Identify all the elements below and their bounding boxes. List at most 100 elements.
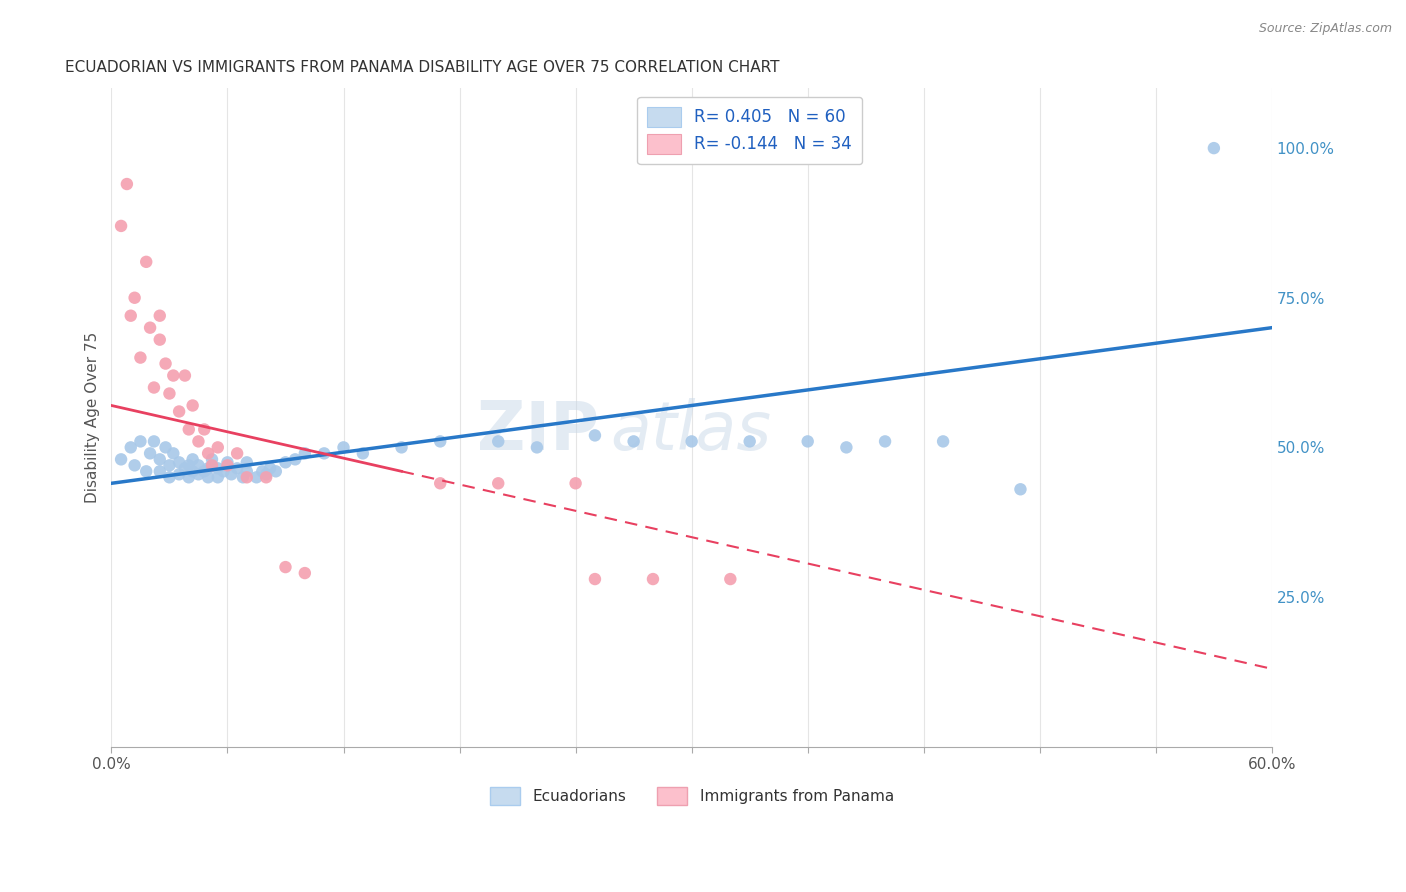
Point — [274, 455, 297, 469]
Point — [193, 464, 215, 478]
Point — [201, 452, 224, 467]
Point — [207, 461, 229, 475]
Point — [115, 177, 138, 191]
Text: ZIP: ZIP — [477, 398, 599, 464]
Point — [159, 386, 181, 401]
Point — [201, 458, 224, 473]
Point — [391, 441, 413, 455]
Point — [177, 458, 200, 473]
Point — [155, 441, 177, 455]
Point — [486, 476, 509, 491]
Point — [796, 434, 818, 449]
Point — [207, 441, 229, 455]
Point — [177, 422, 200, 436]
Point — [217, 458, 239, 473]
Point — [1202, 141, 1225, 155]
Point — [167, 404, 190, 418]
Text: ECUADORIAN VS IMMIGRANTS FROM PANAMA DISABILITY AGE OVER 75 CORRELATION CHART: ECUADORIAN VS IMMIGRANTS FROM PANAMA DIS… — [65, 60, 779, 75]
Point — [181, 452, 204, 467]
Point — [120, 309, 142, 323]
Point — [129, 434, 152, 449]
Point — [162, 446, 184, 460]
Point — [139, 320, 162, 334]
Point — [564, 476, 586, 491]
Point — [332, 441, 354, 455]
Point — [641, 572, 664, 586]
Point — [526, 441, 548, 455]
Point — [135, 255, 157, 269]
Point — [120, 441, 142, 455]
Point — [314, 446, 336, 460]
Text: Source: ZipAtlas.com: Source: ZipAtlas.com — [1258, 22, 1392, 36]
Point — [226, 461, 249, 475]
Point — [110, 452, 132, 467]
Point — [429, 434, 451, 449]
Point — [129, 351, 152, 365]
Point — [174, 368, 197, 383]
Point — [162, 368, 184, 383]
Point — [352, 446, 374, 460]
Point — [181, 399, 204, 413]
Point — [274, 560, 297, 574]
Point — [167, 455, 190, 469]
Point — [143, 434, 166, 449]
Point — [236, 464, 259, 478]
Point — [294, 446, 316, 460]
Point — [177, 470, 200, 484]
Point — [159, 458, 181, 473]
Point — [124, 458, 146, 473]
Point — [167, 467, 190, 482]
Point — [1010, 483, 1032, 497]
Point — [187, 434, 209, 449]
Point — [486, 434, 509, 449]
Point — [623, 434, 645, 449]
Point — [197, 461, 219, 475]
Point — [187, 467, 209, 482]
Point — [155, 357, 177, 371]
Point — [217, 455, 239, 469]
Point — [149, 309, 172, 323]
Point — [174, 461, 197, 475]
Point — [149, 452, 172, 467]
Point — [873, 434, 896, 449]
Point — [212, 464, 235, 478]
Point — [221, 467, 243, 482]
Point — [110, 219, 132, 233]
Point — [583, 572, 606, 586]
Point — [718, 572, 741, 586]
Point — [236, 455, 259, 469]
Point — [197, 470, 219, 484]
Point — [284, 452, 307, 467]
Point — [124, 291, 146, 305]
Point — [187, 458, 209, 473]
Point — [932, 434, 955, 449]
Point — [583, 428, 606, 442]
Y-axis label: Disability Age Over 75: Disability Age Over 75 — [86, 332, 100, 503]
Point — [207, 470, 229, 484]
Point — [159, 470, 181, 484]
Point — [226, 446, 249, 460]
Point — [252, 464, 274, 478]
Point — [135, 464, 157, 478]
Point — [193, 422, 215, 436]
Point — [149, 464, 172, 478]
Point — [236, 470, 259, 484]
Point — [197, 446, 219, 460]
Point — [139, 446, 162, 460]
Point — [681, 434, 703, 449]
Point — [254, 467, 277, 482]
Point — [181, 464, 204, 478]
Point — [254, 470, 277, 484]
Point — [429, 476, 451, 491]
Point — [143, 380, 166, 394]
Text: atlas: atlas — [610, 398, 772, 464]
Point — [245, 470, 267, 484]
Point — [264, 464, 287, 478]
Point — [835, 441, 858, 455]
Point — [294, 566, 316, 580]
Point — [232, 470, 254, 484]
Point — [259, 461, 281, 475]
Point — [738, 434, 761, 449]
Legend: Ecuadorians, Immigrants from Panama: Ecuadorians, Immigrants from Panama — [484, 780, 900, 812]
Point — [149, 333, 172, 347]
